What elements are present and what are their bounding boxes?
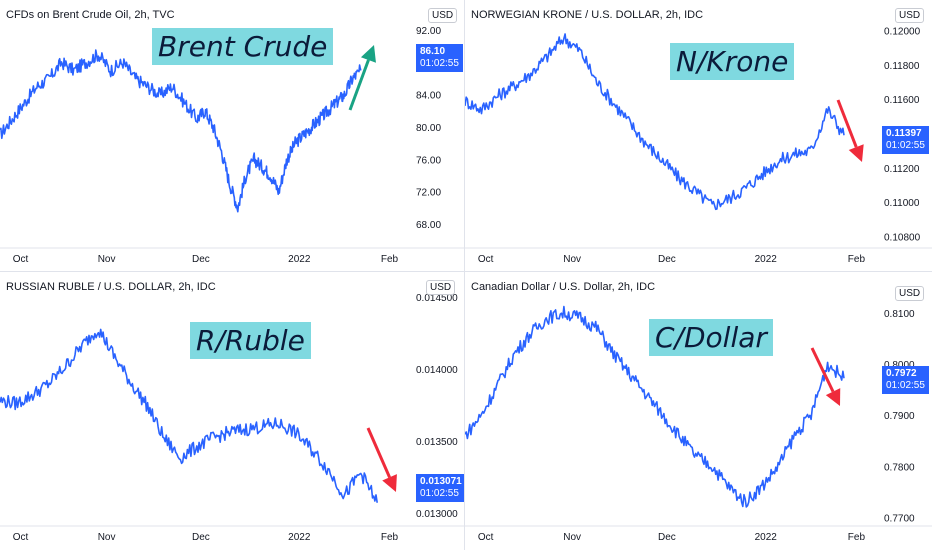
y-tick-label: 0.11000 <box>884 198 920 209</box>
y-tick-label: 0.7700 <box>884 513 915 524</box>
price-line <box>465 305 845 508</box>
x-tick-label: Feb <box>381 532 399 543</box>
price-tag: 0.013071 01:02:55 <box>416 474 464 502</box>
x-tick-label: Feb <box>848 532 866 543</box>
y-tick-label: 0.10800 <box>884 233 921 244</box>
y-tick-label: 80.00 <box>416 123 441 134</box>
x-tick-label: 2022 <box>755 254 778 265</box>
x-tick-label: 2022 <box>755 532 778 543</box>
y-tick-label: 84.00 <box>416 91 441 102</box>
chart-label: N/Krone <box>670 43 795 80</box>
y-tick-label: 0.7900 <box>884 411 915 422</box>
chart-panel-ruble: 0.014500 0.014000 0.013500 0.013000 Oct Nov De… <box>0 272 464 550</box>
price-tag: 0.11397 01:02:55 <box>882 126 929 154</box>
chart-label: R/Ruble <box>190 322 311 359</box>
y-tick-label: 0.11200 <box>884 164 920 175</box>
countdown: 01:02:55 <box>886 140 925 151</box>
chart-title: NORWEGIAN KRONE / U.S. DOLLAR, 2h, IDC <box>471 9 704 21</box>
trend-arrow-head <box>382 474 397 492</box>
x-tick-label: Dec <box>658 532 676 543</box>
price-line <box>0 49 362 213</box>
chart-label: C/Dollar <box>649 319 773 356</box>
chart-panel-brent: 92.0088.0084.0080.0076.0072.0068.00OctNo… <box>0 0 464 271</box>
trend-arrow-shaft <box>348 59 370 111</box>
y-tick-label: 0.12000 <box>884 27 921 38</box>
x-tick-label: Feb <box>381 254 399 265</box>
y-tick-label: 0.8100 <box>884 309 915 320</box>
price-tag: 86.10 01:02:55 <box>416 44 463 72</box>
trend-arrow-shaft <box>836 99 858 148</box>
chart-title: RUSSIAN RUBLE / U.S. DOLLAR, 2h, IDC <box>6 281 216 293</box>
y-tick-label: 0.013500 <box>416 437 458 448</box>
x-tick-label: Feb <box>848 254 866 265</box>
trend-arrow-head <box>848 144 864 162</box>
chart-label: Brent Crude <box>152 28 334 65</box>
currency-badge[interactable]: USD <box>428 8 458 23</box>
y-tick-label: 68.00 <box>416 220 441 231</box>
currency-badge[interactable]: USD <box>426 280 456 295</box>
vertical-divider <box>464 0 465 550</box>
trend-arrow-shaft <box>366 427 391 478</box>
x-tick-label: Oct <box>478 532 494 543</box>
x-tick-label: Nov <box>563 254 581 265</box>
y-tick-label: 0.013000 <box>416 509 458 520</box>
x-tick-label: Oct <box>13 254 29 265</box>
x-tick-label: 2022 <box>288 254 311 265</box>
current-price: 0.013071 <box>420 476 462 487</box>
currency-badge[interactable]: USD <box>895 286 925 301</box>
x-tick-label: Dec <box>192 532 210 543</box>
price-line <box>0 328 378 503</box>
y-tick-label: 0.11800 <box>884 61 920 72</box>
x-tick-label: Nov <box>563 532 581 543</box>
y-tick-label: 0.014000 <box>416 365 458 376</box>
trend-arrow-head <box>825 388 841 406</box>
chart-svg: 0.120000.118000.116000.114000.112000.110… <box>465 27 932 265</box>
price-line <box>465 33 845 211</box>
y-tick-label: 0.11600 <box>884 95 920 106</box>
x-tick-label: Dec <box>192 254 210 265</box>
current-price: 0.11397 <box>886 128 922 139</box>
y-tick-label: 76.00 <box>416 155 441 166</box>
countdown: 01:02:55 <box>420 58 459 69</box>
x-tick-label: Oct <box>478 254 494 265</box>
chart-panel-krone: 0.120000.118000.116000.114000.112000.110… <box>465 0 932 271</box>
y-tick-label: 72.00 <box>416 188 441 199</box>
x-tick-label: 2022 <box>288 532 311 543</box>
countdown: 01:02:55 <box>420 488 459 499</box>
x-tick-label: Oct <box>13 532 29 543</box>
y-tick-label: 0.014500 <box>416 293 458 304</box>
chart-svg: 0.014500 0.014000 0.013500 0.013000 Oct Nov De… <box>0 293 464 543</box>
y-tick-label: 0.7800 <box>884 462 915 473</box>
horizontal-divider <box>0 271 932 272</box>
x-tick-label: Dec <box>658 254 676 265</box>
currency-badge[interactable]: USD <box>895 8 925 23</box>
chart-title: Canadian Dollar / U.S. Dollar, 2h, IDC <box>471 281 656 293</box>
trend-arrow-shaft <box>810 347 835 393</box>
trend-arrow-head <box>360 45 376 63</box>
current-price: 86.10 <box>420 46 446 57</box>
current-price: 0.7972 <box>886 368 917 379</box>
chart-title: CFDs on Brent Crude Oil, 2h, TVC <box>6 9 175 21</box>
y-tick-label: 92.00 <box>416 26 441 37</box>
x-tick-label: Nov <box>98 254 116 265</box>
price-tag: 0.7972 01:02:55 <box>882 366 929 394</box>
countdown: 01:02:55 <box>886 380 925 391</box>
x-tick-label: Nov <box>98 532 116 543</box>
